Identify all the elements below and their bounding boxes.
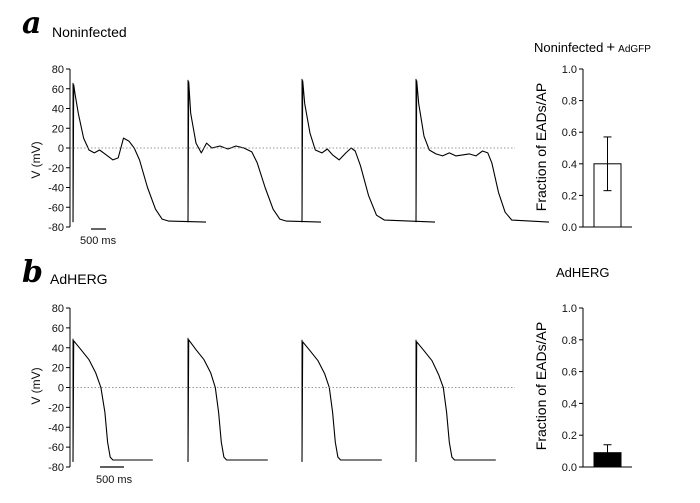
- trace-ytick-label: 60: [52, 323, 64, 335]
- panel-b-bar-ylabel: Fraction of EADs/AP: [533, 322, 549, 450]
- bar-ytick-label: 0.4: [562, 398, 577, 410]
- bar-ytick-label: 0.6: [562, 127, 577, 139]
- trace-ytick-label: 40: [52, 343, 64, 355]
- bar-ytick-label: 1.0: [562, 303, 577, 315]
- bar-ytick-label: 0.2: [562, 190, 577, 202]
- panel-a-trace-plot: V (mV) -80 -60 -40 -20 0 20 40 60 80 500 ms: [29, 64, 550, 247]
- trace-ytick-label: 20: [52, 363, 64, 375]
- panel-a-title: Noninfected: [52, 24, 127, 40]
- trace-ytick-label: -40: [48, 422, 64, 434]
- panel-a-bar-yticks: 0.0 0.2 0.4 0.6 0.8 1.0: [562, 64, 583, 234]
- trace-ytick-label: 80: [52, 64, 64, 76]
- trace-ytick-label: -20: [48, 163, 64, 175]
- panel-a-bar-title-main: Noninfected: [534, 40, 603, 55]
- panel-a-bars: [593, 136, 622, 228]
- panel-a-bar-chart: Noninfected + AdGFP Fraction of EADs/AP 0.…: [533, 39, 651, 234]
- bar-ytick-label: 1.0: [562, 64, 577, 76]
- bar-1: [593, 452, 622, 468]
- trace-ytick-label: -80: [48, 222, 64, 234]
- panel-b-traces: [72, 337, 496, 463]
- trace-ytick-label: 0: [58, 143, 64, 155]
- trace-ytick-label: 40: [52, 104, 64, 116]
- panel-b-scale-bar-label: 500 ms: [96, 474, 133, 486]
- panel-a-trace-yticks: -80 -60 -40 -20 0 20 40 60 80: [48, 64, 70, 234]
- trace-ytick-label: -40: [48, 183, 64, 195]
- bar-ytick-label: 0.0: [562, 462, 577, 474]
- trace-ytick-label: -60: [48, 442, 64, 454]
- action-potential-trace-2: [187, 81, 322, 223]
- panel-b-title: AdHERG: [50, 271, 108, 287]
- panel-b-label: b: [22, 255, 43, 290]
- bar-ytick-label: 0.0: [562, 222, 577, 234]
- panel-b-bar-title: AdHERG: [556, 265, 609, 280]
- panel-b-scale-bar: 500 ms: [96, 466, 133, 486]
- action-potential-trace-3: [301, 80, 436, 223]
- panel-b-bar-chart: AdHERG Fraction of EADs/AP 0.00.20.40.60…: [533, 265, 632, 474]
- trace-ytick-label: -20: [48, 402, 64, 414]
- trace-ytick-label: 20: [52, 123, 64, 135]
- panel-b-trace-ylabel: V (mV): [29, 367, 43, 404]
- trace-ytick-label: -80: [48, 462, 64, 474]
- panel-a-bar-title-tail: AdGFP: [618, 44, 651, 55]
- panel-a-scale-bar-label: 500 ms: [80, 235, 117, 247]
- action-potential-trace-4: [415, 341, 496, 462]
- panel-a-bar-title: Noninfected + AdGFP: [534, 39, 651, 56]
- trace-ytick-label: -60: [48, 202, 64, 214]
- bar-ytick-label: 0.2: [562, 430, 577, 442]
- panel-b-trace-yticks: -80 -60 -40 -20 0 20 40 60 80: [48, 303, 70, 474]
- trace-ytick-label: 60: [52, 84, 64, 96]
- panel-a-trace-ylabel: V (mV): [29, 141, 43, 178]
- panel-b-bars: [593, 444, 622, 468]
- bar-ytick-label: 0.8: [562, 96, 577, 108]
- action-potential-trace-4: [415, 80, 550, 223]
- bar-1: [593, 163, 622, 228]
- action-potential-trace-1: [72, 84, 207, 223]
- panel-b-bar-yticks: 0.0 0.2 0.4 0.6 0.8 1.0: [562, 303, 583, 474]
- panel-a-scale-bar: 500 ms: [80, 228, 117, 247]
- panel-a-label: a: [22, 6, 41, 41]
- bar-ytick-label: 0.6: [562, 367, 577, 379]
- action-potential-trace-1: [72, 340, 153, 462]
- action-potential-trace-3: [301, 341, 382, 462]
- panel-a-bar-title-plus: +: [606, 39, 615, 56]
- panel-a-bar-ylabel: Fraction of EADs/AP: [533, 83, 549, 211]
- trace-ytick-label: 0: [58, 383, 64, 395]
- panel-b-trace-plot: V (mV) -80 -60 -40 -20 0 20 40 60 80 500 ms: [29, 303, 515, 486]
- trace-ytick-label: 80: [52, 303, 64, 315]
- action-potential-trace-2: [187, 339, 268, 462]
- bar-ytick-label: 0.4: [562, 159, 577, 171]
- panel-a-traces: [72, 78, 550, 223]
- bar-ytick-label: 0.8: [562, 335, 577, 347]
